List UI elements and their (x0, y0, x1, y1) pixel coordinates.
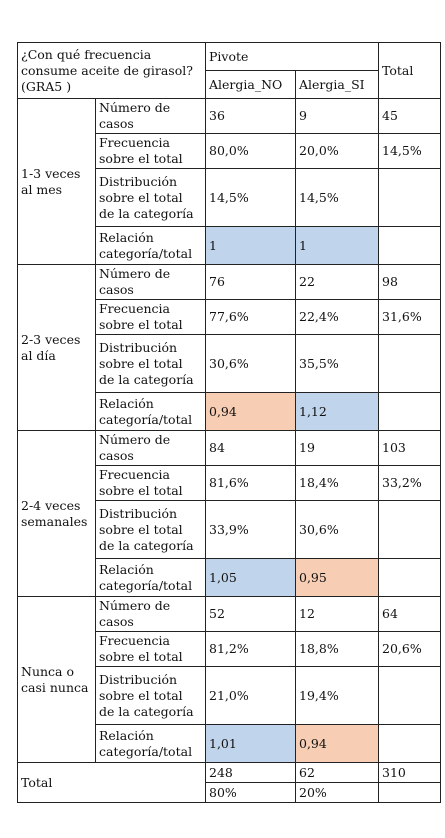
group-2-row-cases: 2-4 veces semanales Número de casos 84 19 10… (17, 430, 442, 597)
question-header: ¿Con qué frecuencia consume aceite de gi… (17, 42, 206, 99)
col-header-alergia-no: Alergia_NO (205, 70, 296, 99)
total-header: Total (378, 42, 442, 99)
metric-label-frequency: Frecuencia sobre el total (95, 299, 206, 335)
total-count-si: 62 (294, 762, 380, 783)
value-frequency-alergia-no: 81,2% (205, 631, 296, 667)
value-relation-total (378, 558, 442, 597)
value-relation-alergia-no: 1,01 (205, 724, 296, 763)
metric-label-distribution: Distribución sobre el total de la catego… (95, 168, 206, 227)
value-frequency-alergia-no: 80,0% (205, 133, 296, 169)
value-relation-alergia-si: 1 (294, 226, 380, 265)
header-row-2: Alergia_NO Alergia_SI (18, 70, 441, 99)
group-3-row-cases: Nunca o casi nunca Número de casos 52 12 64 (17, 596, 442, 763)
value-cases-alergia-no: 84 (205, 430, 296, 466)
metric-label-cases: Número de casos (95, 430, 206, 466)
group-label: Nunca o casi nunca (17, 596, 96, 763)
value-cases-alergia-si: 9 (294, 98, 380, 134)
total-row-counts: Total 248 62 310 (17, 762, 442, 803)
metric-label-relation: Relación categoría/total (95, 226, 206, 265)
group-0-row-frequency: Frecuencia sobre el total 80,0% 20,0% 14,5% (18, 133, 442, 169)
value-frequency-alergia-si: 20,0% (294, 133, 380, 169)
total-count-no: 248 (205, 762, 296, 783)
group-1-row-cases: 2-3 veces al día Número de casos 76 22 98 (17, 264, 442, 431)
metric-label-cases: Número de casos (95, 264, 206, 300)
metric-label-distribution: Distribución sobre el total de la catego… (95, 500, 206, 559)
value-relation-total (378, 226, 442, 265)
value-frequency-total: 31,6% (378, 299, 442, 335)
value-relation-total (378, 392, 442, 431)
value-cases-alergia-no: 76 (205, 264, 296, 300)
value-cases-alergia-no: 36 (205, 98, 296, 134)
value-distribution-alergia-si: 19,4% (294, 666, 380, 725)
value-relation-alergia-no: 1 (205, 226, 296, 265)
value-distribution-alergia-no: 30,6% (205, 334, 296, 393)
group-0-row-distribution: Distribución sobre el total de la catego… (18, 168, 442, 227)
value-cases-alergia-si: 12 (294, 596, 380, 632)
total-percent-no: 80% (205, 782, 296, 803)
value-cases-total: 64 (378, 596, 442, 632)
group-label: 1-3 veces al mes (17, 98, 96, 265)
metric-label-distribution: Distribución sobre el total de la catego… (95, 666, 206, 725)
metric-label-relation: Relación categoría/total (95, 392, 206, 431)
metric-label-relation: Relación categoría/total (95, 558, 206, 597)
group-3-row-distribution: Distribución sobre el total de la catego… (18, 666, 442, 725)
value-frequency-alergia-si: 18,4% (294, 465, 380, 501)
group-1-row-relation: Relación categoría/total 0,94 1,12 (18, 392, 442, 431)
value-relation-alergia-si: 0,94 (294, 724, 380, 763)
metric-label-frequency: Frecuencia sobre el total (95, 133, 206, 169)
value-cases-total: 98 (378, 264, 442, 300)
value-relation-alergia-no: 1,05 (205, 558, 296, 597)
group-2-row-frequency: Frecuencia sobre el total 81,6% 18,4% 33,2% (18, 465, 442, 501)
value-cases-alergia-si: 19 (294, 430, 380, 466)
group-3-row-frequency: Frecuencia sobre el total 81,2% 18,8% 20,6% (18, 631, 442, 667)
value-distribution-total (378, 334, 442, 393)
group-3-row-relation: Relación categoría/total 1,01 0,94 (18, 724, 442, 763)
value-cases-alergia-no: 52 (205, 596, 296, 632)
value-frequency-alergia-no: 81,6% (205, 465, 296, 501)
metric-label-frequency: Frecuencia sobre el total (95, 465, 206, 501)
metric-label-cases: Número de casos (95, 596, 206, 632)
group-0-row-cases: 1-3 veces al mes Número de casos 36 9 45 (17, 98, 442, 265)
total-label: Total (17, 762, 206, 803)
value-relation-alergia-si: 0,95 (294, 558, 380, 597)
group-label: 2-3 veces al día (17, 264, 96, 431)
metric-label-distribution: Distribución sobre el total de la catego… (95, 334, 206, 393)
value-distribution-alergia-no: 21,0% (205, 666, 296, 725)
group-2-row-relation: Relación categoría/total 1,05 0,95 (18, 558, 442, 597)
value-distribution-total (378, 666, 442, 725)
value-distribution-alergia-no: 33,9% (205, 500, 296, 559)
crosstab-table: ¿Con qué frecuencia consume aceite de gi… (17, 42, 442, 803)
total-row-percents: 80% 20% (18, 782, 442, 803)
value-frequency-alergia-no: 77,6% (205, 299, 296, 335)
value-frequency-total: 20,6% (378, 631, 442, 667)
value-cases-total: 103 (378, 430, 442, 466)
pivot-header: Pivote (204, 42, 380, 71)
header-row-1: ¿Con qué frecuencia consume aceite de gi… (17, 42, 442, 99)
value-distribution-alergia-si: 14,5% (294, 168, 380, 227)
value-distribution-alergia-no: 14,5% (205, 168, 296, 227)
value-cases-total: 45 (378, 98, 442, 134)
value-relation-alergia-no: 0,94 (205, 392, 296, 431)
value-relation-alergia-si: 1,12 (294, 392, 380, 431)
metric-label-cases: Número de casos (95, 98, 206, 134)
metric-label-relation: Relación categoría/total (95, 724, 206, 763)
total-percent-all (378, 782, 442, 803)
value-frequency-total: 33,2% (378, 465, 442, 501)
value-frequency-alergia-si: 22,4% (294, 299, 380, 335)
group-1-row-distribution: Distribución sobre el total de la catego… (18, 334, 442, 393)
value-frequency-total: 14,5% (378, 133, 442, 169)
group-label: 2-4 veces semanales (17, 430, 96, 597)
value-distribution-total (378, 168, 442, 227)
value-cases-alergia-si: 22 (294, 264, 380, 300)
value-distribution-total (378, 500, 442, 559)
total-percent-si: 20% (294, 782, 380, 803)
value-frequency-alergia-si: 18,8% (294, 631, 380, 667)
value-distribution-alergia-si: 30,6% (294, 500, 380, 559)
value-relation-total (378, 724, 442, 763)
total-count-all: 310 (378, 762, 442, 783)
value-distribution-alergia-si: 35,5% (294, 334, 380, 393)
metric-label-frequency: Frecuencia sobre el total (95, 631, 206, 667)
group-2-row-distribution: Distribución sobre el total de la catego… (18, 500, 442, 559)
col-header-alergia-si: Alergia_SI (294, 70, 380, 99)
